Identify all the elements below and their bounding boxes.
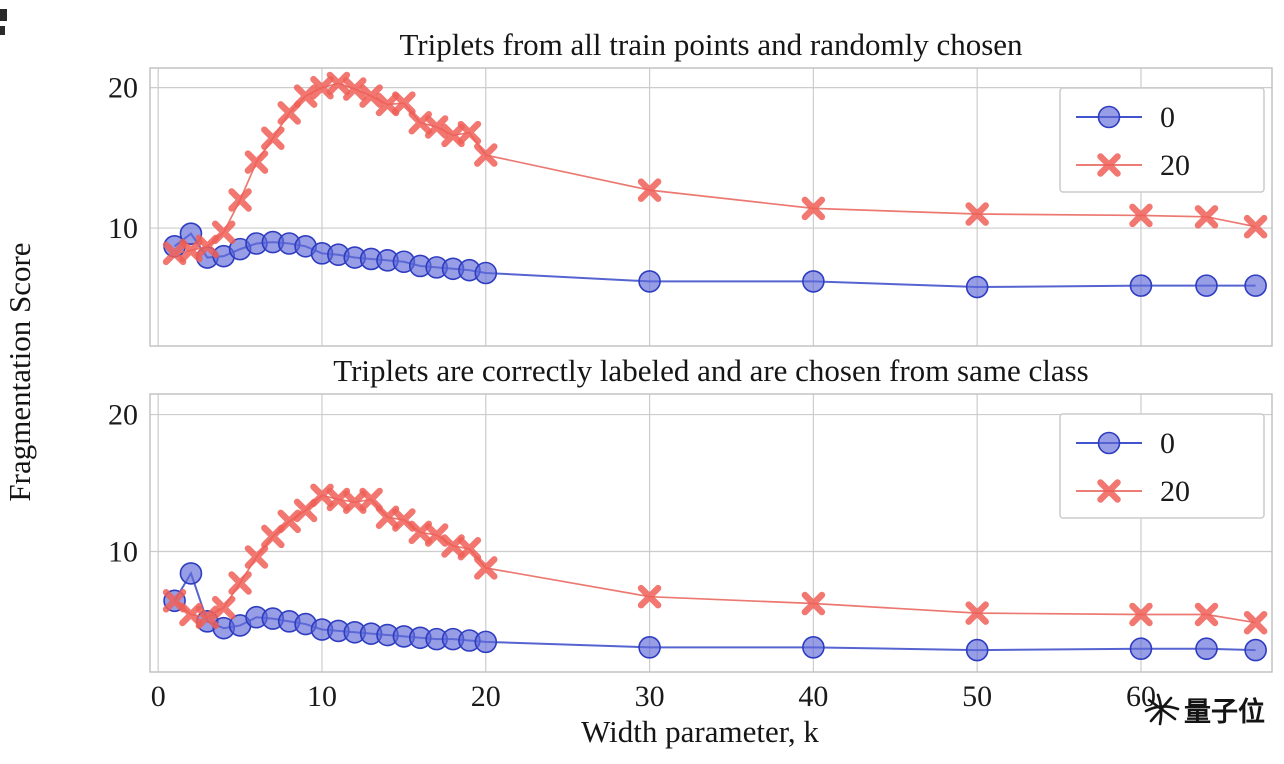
data-point-circle	[1129, 274, 1153, 297]
data-point-x	[801, 591, 826, 616]
watermark-logo	[1144, 693, 1180, 726]
data-point-x	[277, 101, 301, 125]
data-point-x	[228, 571, 252, 595]
corner-artifact	[0, 9, 7, 21]
legend-item-0: 0	[1076, 101, 1175, 134]
data-point-x	[392, 91, 416, 115]
data-point-x	[1194, 602, 1219, 627]
legend: 020	[1059, 87, 1265, 193]
legend: 020	[1059, 413, 1265, 519]
chart-title: Triplets from all train points and rando…	[399, 27, 1023, 62]
legend-item-20: 20	[1076, 149, 1190, 182]
x-tick-label: 20	[471, 680, 501, 713]
x-tick-label: 30	[635, 680, 665, 713]
data-point-circle	[965, 638, 989, 662]
data-point-x	[424, 523, 449, 547]
y-axis-label: Fragmentation Score	[2, 242, 37, 501]
data-point-circle	[1244, 274, 1267, 297]
data-point-x	[637, 584, 662, 609]
data-point-x	[261, 126, 285, 150]
watermark: 量子位	[1144, 693, 1267, 730]
plot-border	[149, 67, 1273, 347]
chart-title: Triplets are correctly labeled and are c…	[333, 353, 1088, 388]
legend-label: 0	[1160, 427, 1175, 460]
data-point-x	[1129, 602, 1153, 627]
data-point-x	[1097, 153, 1121, 177]
corner-artifact	[0, 26, 5, 35]
data-point-x	[326, 71, 351, 96]
data-point-x	[211, 595, 236, 620]
data-point-x	[277, 509, 301, 534]
data-point-x	[474, 143, 498, 167]
data-point-x	[1243, 214, 1268, 239]
legend-label: 20	[1160, 149, 1190, 182]
data-point-x	[195, 605, 220, 629]
data-point-x	[424, 115, 449, 139]
data-point-circle	[965, 275, 989, 299]
data-point-x	[342, 77, 367, 101]
data-point-x	[244, 545, 269, 569]
data-point-circle	[1244, 638, 1267, 662]
data-point-circle	[1097, 105, 1121, 129]
data-point-x	[359, 487, 383, 512]
x-tick-label: 40	[798, 680, 828, 713]
data-point-x	[801, 196, 826, 221]
legend-label: 0	[1160, 101, 1175, 134]
data-point-circle	[802, 636, 825, 659]
data-point-x	[293, 84, 318, 108]
x-tick-label: 50	[962, 680, 992, 713]
y-tick-label: 10	[108, 535, 138, 568]
data-point-x	[244, 150, 269, 174]
y-tick-label: 10	[108, 212, 138, 245]
series-20	[162, 483, 1268, 635]
data-point-x	[965, 202, 989, 226]
legend-label: 20	[1160, 475, 1190, 508]
data-point-circle	[1195, 637, 1218, 661]
y-tick-label: 20	[108, 72, 138, 105]
data-point-x	[1097, 479, 1121, 503]
data-point-x	[1194, 205, 1219, 229]
data-point-x	[474, 556, 498, 580]
data-point-x	[965, 601, 989, 625]
subplot-top: 10 20 Triplets from all train points and r…	[108, 27, 1273, 347]
data-point-x	[1129, 203, 1153, 228]
x-axis-label: Width parameter, k	[581, 714, 819, 749]
data-point-circle	[802, 270, 825, 293]
y-tick-label: 20	[108, 399, 138, 432]
data-point-x	[457, 536, 482, 561]
data-point-circle	[638, 270, 661, 293]
data-point-circle	[1195, 274, 1218, 297]
data-point-x	[457, 120, 482, 145]
data-point-circle	[179, 562, 203, 585]
plot-border	[149, 393, 1273, 673]
data-point-circle	[1129, 637, 1153, 661]
legend-item-0: 0	[1076, 427, 1175, 460]
data-point-x	[211, 220, 236, 245]
legend-item-20: 20	[1076, 475, 1190, 508]
data-point-x	[1243, 610, 1268, 635]
watermark-text: 量子位	[1184, 696, 1265, 728]
x-tick-label: 10	[307, 680, 337, 713]
data-point-circle	[638, 636, 661, 659]
data-point-x	[228, 188, 252, 212]
data-point-x	[637, 178, 662, 202]
series-20	[162, 71, 1268, 266]
data-point-circle	[474, 261, 498, 285]
data-point-circle	[474, 630, 498, 654]
x-tick-label: 0	[151, 680, 166, 713]
data-point-circle	[1097, 431, 1121, 455]
data-point-x	[359, 84, 383, 108]
